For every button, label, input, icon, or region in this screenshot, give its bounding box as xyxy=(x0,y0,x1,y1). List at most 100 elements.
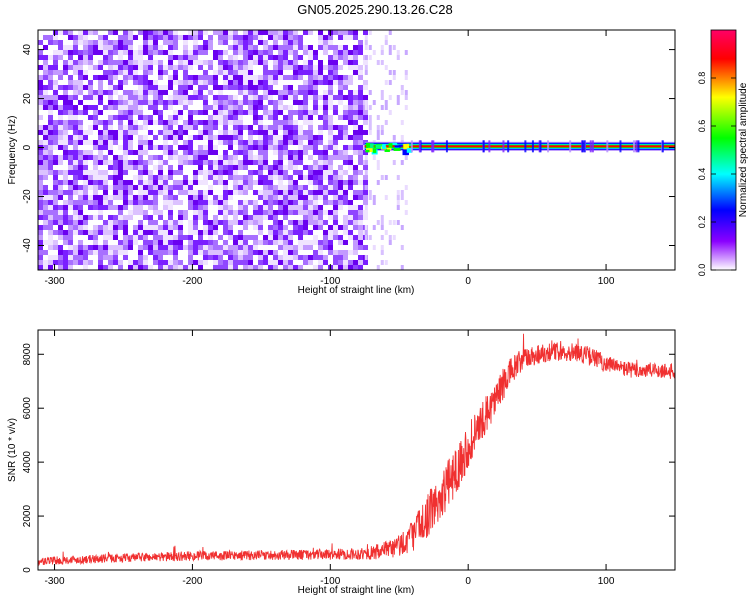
spectrogram-cell xyxy=(103,230,108,235)
spectrogram-cell xyxy=(73,80,78,85)
spectrogram-cell xyxy=(333,55,338,60)
spectrogram-cell xyxy=(53,200,58,205)
spectrogram-cell xyxy=(93,115,98,120)
spectrogram-cell xyxy=(113,170,118,175)
spectrogram-cell xyxy=(333,95,338,100)
spectrogram-cell xyxy=(148,250,153,255)
spectrogram-cell xyxy=(278,235,283,240)
spectrogram-cell xyxy=(233,255,238,260)
spectrogram-cell xyxy=(218,115,223,120)
spectrogram-cell xyxy=(223,130,228,135)
spectrogram-cell xyxy=(243,110,248,115)
spectrogram-cell xyxy=(293,215,298,220)
spectrogram-cell xyxy=(203,235,208,240)
spectrogram-cell xyxy=(48,180,53,185)
spectrogram-cell xyxy=(298,105,303,110)
spectrogram-cell xyxy=(223,105,228,110)
spectrogram-cell xyxy=(318,210,323,215)
spectrogram-cell xyxy=(88,105,93,110)
spectrogram-cell xyxy=(78,150,83,155)
spectrogram-cell xyxy=(313,180,318,185)
spectrogram-cell xyxy=(243,45,248,50)
spectrogram-cell xyxy=(193,30,198,35)
spectrogram-cell xyxy=(113,200,118,205)
spectrogram-cell xyxy=(313,150,318,155)
spectrogram-cell xyxy=(293,185,298,190)
spectrogram-cell xyxy=(43,245,48,250)
spectrogram-cell xyxy=(113,225,118,230)
spectrogram-cell xyxy=(253,125,258,130)
spectrogram-cell xyxy=(396,190,400,195)
spectrogram-cell xyxy=(268,250,273,255)
spectrogram-cell xyxy=(213,70,218,75)
spectrogram-cell xyxy=(68,125,73,130)
spectrogram-cell xyxy=(278,135,283,140)
spectrogram-cell xyxy=(298,35,303,40)
spectrogram-cell xyxy=(68,105,73,110)
spectrogram-cell xyxy=(138,30,143,35)
spectrogram-cell xyxy=(198,190,203,195)
spectrogram-cell xyxy=(358,105,363,110)
spectrogram-cell xyxy=(188,245,193,250)
spectrogram-cell xyxy=(288,70,293,75)
spectrogram-cell xyxy=(263,155,268,160)
spectrogram-cell xyxy=(108,145,113,150)
spectrogram-cell xyxy=(88,175,93,180)
spectrogram-cell xyxy=(404,90,408,95)
y-tick-label: -40 xyxy=(22,238,33,253)
spectrogram-cell xyxy=(363,180,368,185)
spectrogram-cell xyxy=(173,75,178,80)
spectrogram-cell xyxy=(388,30,392,35)
spectrogram-cell xyxy=(128,130,133,135)
spectrogram-cell xyxy=(73,120,78,125)
spectrogram-cell xyxy=(163,145,168,150)
spectrogram-cell xyxy=(278,95,283,100)
spectrogram-cell xyxy=(333,180,338,185)
spectrogram-cell xyxy=(203,130,208,135)
spectrogram-cell xyxy=(338,230,343,235)
spectrogram-cell xyxy=(343,225,348,230)
spectrogram-cell xyxy=(168,35,173,40)
spectrogram-cell xyxy=(380,60,384,65)
spectrogram-cell xyxy=(73,50,78,55)
spectrogram-cell xyxy=(243,85,248,90)
spectrogram-cell xyxy=(48,100,53,105)
spectrogram-cell xyxy=(68,255,73,260)
spectrogram-cell xyxy=(283,110,288,115)
spectrogram-cell xyxy=(333,120,338,125)
spectrogram-cell xyxy=(343,45,348,50)
spectrogram-cell xyxy=(353,245,358,250)
spectrogram-cell xyxy=(78,220,83,225)
spectrogram-cell xyxy=(83,170,88,175)
spectrogram-cell xyxy=(288,150,293,155)
spectrogram-cell xyxy=(348,190,353,195)
spectrogram-cell xyxy=(158,60,163,65)
spectrogram-cell xyxy=(223,260,228,265)
spectrogram-cell xyxy=(323,135,328,140)
spectrogram-cell xyxy=(193,150,198,155)
spectrogram-cell xyxy=(208,185,213,190)
spectrogram-cell xyxy=(68,135,73,140)
spectrogram-cell xyxy=(63,240,68,245)
y-tick-label: -20 xyxy=(22,189,33,204)
spectrogram-cell xyxy=(238,230,243,235)
spectrogram-cell xyxy=(168,215,173,220)
spectrogram-cell xyxy=(308,35,313,40)
spectrogram-cell xyxy=(128,115,133,120)
spectrogram-cell xyxy=(118,140,123,145)
spectrogram-cell xyxy=(103,70,108,75)
spectrogram-cell xyxy=(328,245,333,250)
spectrogram-cell xyxy=(128,215,133,220)
spectrogram-cell xyxy=(113,265,118,270)
spectrogram-cell xyxy=(208,140,213,145)
spectrogram-cell xyxy=(153,50,158,55)
spectrogram-cell xyxy=(323,165,328,170)
spectrogram-cell xyxy=(153,90,158,95)
spectrogram-cell xyxy=(298,180,303,185)
spectrogram-cell xyxy=(63,85,68,90)
spectrogram-cell xyxy=(333,215,338,220)
spectrogram-cell xyxy=(258,130,263,135)
spectrogram-cell xyxy=(333,70,338,75)
spectrogram-cell xyxy=(273,30,278,35)
spectrogram-cell xyxy=(223,150,228,155)
